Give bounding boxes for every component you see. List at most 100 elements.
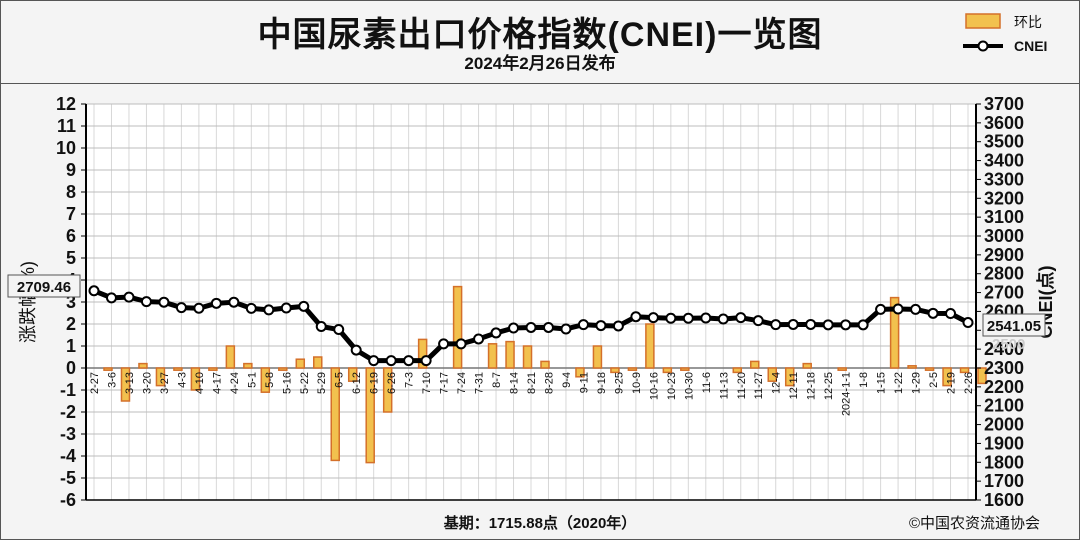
cnei-point xyxy=(630,311,642,323)
left-axis: -6-5-4-3-2-10123456789101112 xyxy=(56,94,976,510)
cnei-point xyxy=(665,312,677,324)
x-tick-label: 5-16 xyxy=(281,372,293,394)
cnei-point xyxy=(245,302,257,314)
x-tick-label: 10-30 xyxy=(683,372,695,400)
base-period-note: 基期：1715.88点（2020年） xyxy=(443,514,637,532)
bar xyxy=(347,367,358,382)
x-tick-label: 12-4 xyxy=(771,372,783,394)
cnei-point xyxy=(682,312,694,324)
x-tick-label: 6-19 xyxy=(369,372,381,394)
x-tick-label: 11-27 xyxy=(753,372,765,399)
cnei-point xyxy=(263,304,275,316)
cnei-point xyxy=(88,285,100,297)
cnei-point xyxy=(840,319,852,331)
cnei-point xyxy=(560,323,572,335)
right-tick-label: 3600 xyxy=(984,113,1024,133)
cnei-point xyxy=(525,321,537,333)
x-tick-label: 1-29 xyxy=(911,372,923,394)
x-tick-label: 10-23 xyxy=(666,372,678,400)
cnei-point xyxy=(717,313,729,325)
copyright-note: ©中国农资流通协会 xyxy=(909,515,1040,532)
left-tick-label: 11 xyxy=(57,116,76,136)
x-tick-label: 11-13 xyxy=(718,372,730,399)
x-tick-label: 6-26 xyxy=(386,372,398,394)
bar xyxy=(662,367,673,374)
left-tick-label: 0 xyxy=(66,358,76,378)
cnei-point xyxy=(105,292,117,304)
x-tick-label: 8-28 xyxy=(543,372,555,394)
x-tick-label: 12-25 xyxy=(823,372,835,400)
x-tick-label: 9-4 xyxy=(561,372,573,388)
last-value-callout: 2541.05 2500 xyxy=(982,313,1046,353)
x-tick-label: 7-10 xyxy=(421,372,433,394)
bar xyxy=(767,367,777,382)
bar xyxy=(452,285,463,369)
right-tick-label: 2700 xyxy=(984,283,1024,303)
cnei-point xyxy=(770,319,782,331)
left-tick-label: 2 xyxy=(66,314,76,334)
bar xyxy=(120,367,131,402)
cnei-point xyxy=(228,296,240,308)
legend-bar-label: 环比 xyxy=(1014,14,1042,30)
cnei-point xyxy=(175,302,187,314)
left-tick-label: -5 xyxy=(60,468,76,488)
bar xyxy=(505,340,515,369)
x-tick-label: 9-25 xyxy=(613,372,625,394)
first-value-callout: 2709.46 xyxy=(7,274,81,298)
bar xyxy=(942,367,952,387)
x-tick-label: 1-8 xyxy=(858,372,870,388)
cnei-point xyxy=(542,321,554,333)
bar xyxy=(732,367,743,374)
x-tick-label: 3-6 xyxy=(106,372,118,388)
x-tick-label: 10-16 xyxy=(648,372,660,400)
x-tick-label: 1-15 xyxy=(876,372,888,394)
cnei-point xyxy=(805,318,817,330)
bar-series xyxy=(103,285,987,464)
bar xyxy=(959,367,970,374)
right-axis-obscured-tick: 2500 xyxy=(992,336,1025,353)
line-series xyxy=(88,285,974,367)
right-tick-label: 1900 xyxy=(984,433,1024,453)
x-tick-label: 9-18 xyxy=(596,372,608,394)
cnei-point xyxy=(368,355,380,367)
last-value-label: 2541.05 xyxy=(987,318,1041,335)
cnei-point xyxy=(892,303,904,315)
x-tick-label: 2-27 xyxy=(89,372,101,394)
cnei-point xyxy=(473,333,485,345)
x-tick-label: 2024-1-1 xyxy=(841,372,853,416)
cnei-point xyxy=(140,296,152,308)
right-tick-label: 3100 xyxy=(984,207,1024,227)
x-tick-label: 3-13 xyxy=(124,372,136,394)
cnei-point xyxy=(577,319,589,331)
left-tick-label: 1 xyxy=(66,336,76,356)
cnei-point xyxy=(315,321,327,333)
bar xyxy=(138,362,148,369)
cnei-point xyxy=(455,338,467,350)
x-tick-label: 4-24 xyxy=(229,372,241,394)
right-tick-label: 3000 xyxy=(984,226,1024,246)
left-tick-label: 3 xyxy=(66,292,76,312)
right-tick-label: 2000 xyxy=(984,415,1024,435)
x-tick-label: 12-18 xyxy=(806,372,818,400)
bar xyxy=(680,367,690,371)
right-tick-label: 2300 xyxy=(984,358,1024,378)
chart-title: 中国尿素出口价格指数(CNEI)一览图 xyxy=(257,16,823,54)
bar xyxy=(365,367,375,464)
chart-header: 中国尿素出口价格指数(CNEI)一览图 2024年2月26日发布 xyxy=(1,1,1079,84)
cnei-point xyxy=(333,324,345,336)
x-tick-label: 5-22 xyxy=(299,372,311,394)
cnei-point xyxy=(193,302,205,314)
bar xyxy=(784,367,795,387)
bar xyxy=(610,367,620,374)
x-tick-label: 4-3 xyxy=(176,372,188,388)
x-tick-label: 8-21 xyxy=(526,372,538,394)
cnei-point xyxy=(647,312,659,324)
x-tick-label: 8-14 xyxy=(509,372,521,394)
x-tick-label: 7-3 xyxy=(404,372,416,388)
right-tick-label: 2100 xyxy=(984,396,1024,416)
chart-subtitle: 2024年2月26日发布 xyxy=(464,54,616,73)
x-tick-label: 4-10 xyxy=(194,372,206,394)
bar xyxy=(295,358,306,369)
x-tick-label: 7-17 xyxy=(439,372,451,394)
cnei-point xyxy=(595,320,607,332)
